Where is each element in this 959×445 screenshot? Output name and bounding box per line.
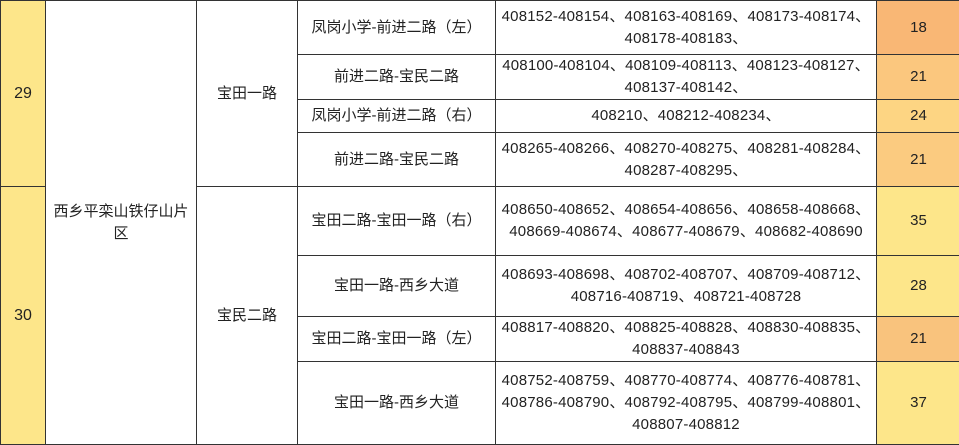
road-name: 宝民二路 xyxy=(197,187,298,445)
space-count: 21 xyxy=(877,317,959,362)
code-ranges: 408265-408266、408270-408275、408281-40828… xyxy=(496,133,877,187)
space-count: 18 xyxy=(877,1,959,55)
section-name: 前进二路-宝民二路 xyxy=(298,133,496,187)
section-name: 凤岗小学-前进二路（左） xyxy=(298,1,496,55)
space-count: 37 xyxy=(877,362,959,445)
section-name: 宝田二路-宝田一路（左） xyxy=(298,317,496,362)
space-count: 24 xyxy=(877,100,959,133)
row-number: 30 xyxy=(1,187,46,445)
section-name: 前进二路-宝民二路 xyxy=(298,55,496,100)
code-ranges: 408100-408104、408109-408113、408123-40812… xyxy=(496,55,877,100)
row-number: 29 xyxy=(1,1,46,187)
code-ranges: 408752-408759、408770-408774、408776-40878… xyxy=(496,362,877,445)
code-ranges: 408650-408652、408654-408656、408658-40866… xyxy=(496,187,877,256)
space-count: 28 xyxy=(877,256,959,317)
code-ranges: 408210、408212-408234、 xyxy=(496,100,877,133)
space-count: 35 xyxy=(877,187,959,256)
section-name: 宝田二路-宝田一路（右） xyxy=(298,187,496,256)
code-ranges: 408817-408820、408825-408828、408830-40883… xyxy=(496,317,877,362)
section-name: 凤岗小学-前进二路（右） xyxy=(298,100,496,133)
road-name: 宝田一路 xyxy=(197,1,298,187)
space-count: 21 xyxy=(877,133,959,187)
section-name: 宝田一路-西乡大道 xyxy=(298,362,496,445)
area-name: 西乡平栾山铁仔山片区 xyxy=(46,1,197,445)
space-count: 21 xyxy=(877,55,959,100)
code-ranges: 408152-408154、408163-408169、408173-40817… xyxy=(496,1,877,55)
section-name: 宝田一路-西乡大道 xyxy=(298,256,496,317)
code-ranges: 408693-408698、408702-408707、408709-40871… xyxy=(496,256,877,317)
